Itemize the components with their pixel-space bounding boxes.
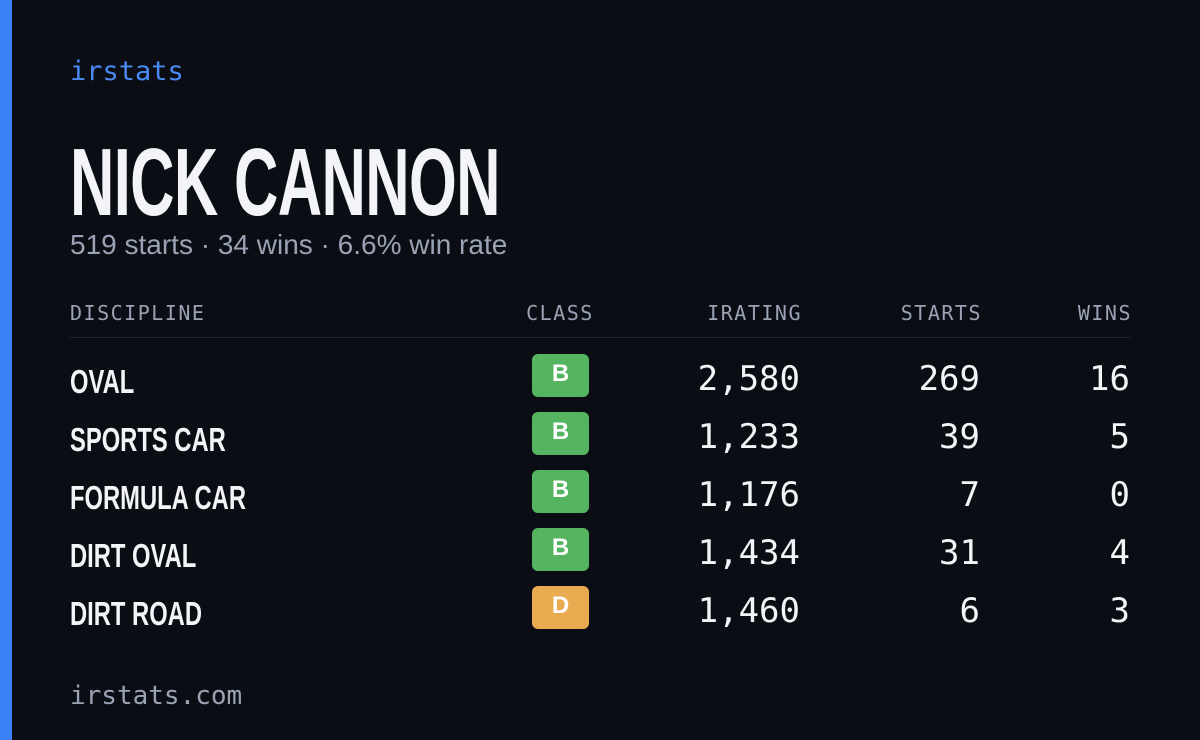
stat-value: 4 xyxy=(1109,533,1130,573)
column-header: CLASS xyxy=(526,301,594,325)
column-header: STARTS xyxy=(900,301,982,325)
column-header: WINS xyxy=(1077,301,1132,325)
stat-value: 1,460 xyxy=(697,591,800,631)
discipline: OVAL xyxy=(70,363,135,400)
stat-value: 31 xyxy=(939,533,980,573)
stat-value: 5 xyxy=(1109,417,1130,457)
class-badge: B xyxy=(532,528,589,571)
footer: irstats.com xyxy=(70,681,243,711)
stat-value: 3 xyxy=(1109,591,1130,631)
header-rule xyxy=(70,337,1130,338)
discipline: DIRT OVAL xyxy=(70,537,197,574)
subtitle: 519 starts · 34 wins · 6.6% win rate xyxy=(70,229,508,260)
stat-value: 269 xyxy=(918,359,980,399)
class-badge: B xyxy=(532,470,589,513)
discipline: FORMULA CAR xyxy=(70,479,246,516)
accent-bar xyxy=(0,0,12,740)
stat-value: 2,580 xyxy=(697,359,800,399)
stat-value: 1,434 xyxy=(697,533,800,573)
discipline: DIRT ROAD xyxy=(70,595,202,632)
stat-value: 16 xyxy=(1089,359,1130,399)
stat-value: 1,233 xyxy=(697,417,800,457)
stat-value: 7 xyxy=(959,475,980,515)
brand: irstats xyxy=(70,56,184,87)
column-header: DISCIPLINE xyxy=(70,301,206,325)
class-badge: B xyxy=(532,354,589,397)
class-badge: B xyxy=(532,412,589,455)
stat-value: 6 xyxy=(959,591,980,631)
stat-value: 1,176 xyxy=(697,475,800,515)
title: NICK CANNON xyxy=(70,129,500,236)
column-header: IRATING xyxy=(707,301,802,325)
class-badge: D xyxy=(532,586,589,629)
discipline: SPORTS CAR xyxy=(70,421,226,458)
stat-value: 0 xyxy=(1109,475,1130,515)
stat-value: 39 xyxy=(939,417,980,457)
